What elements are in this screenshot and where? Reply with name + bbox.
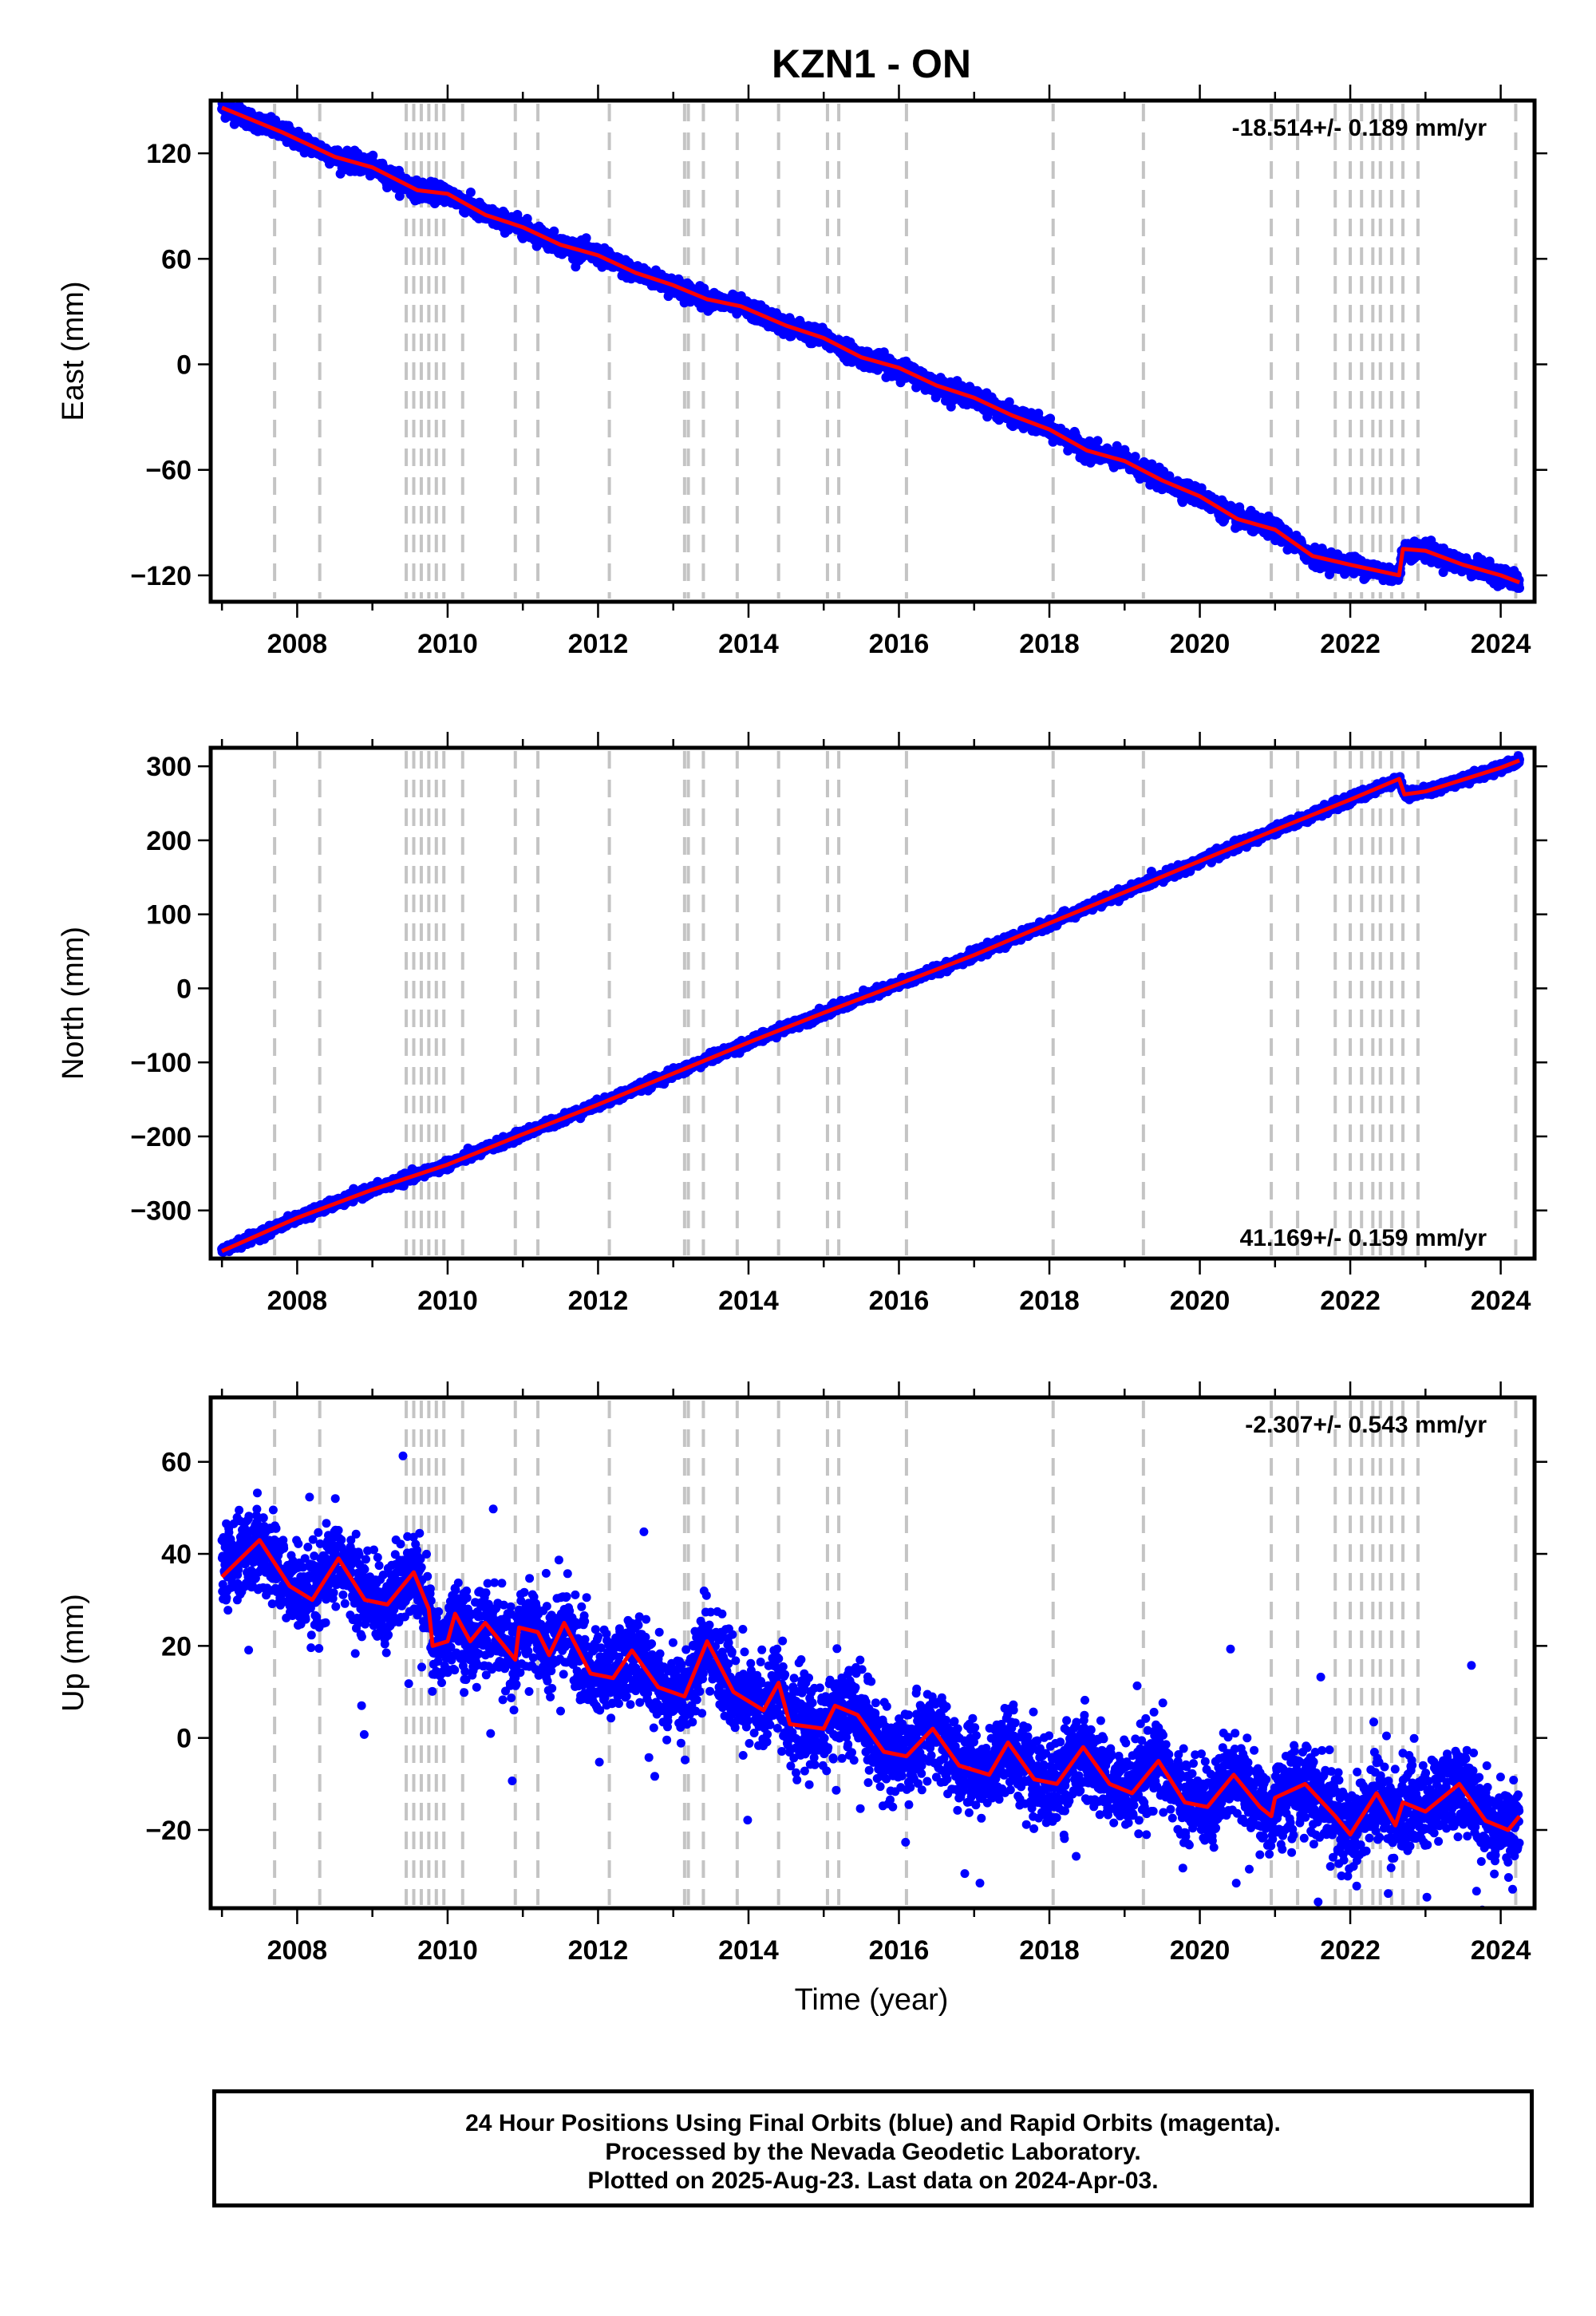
chart-title: KZN1 - ON xyxy=(772,41,971,86)
east-x-tick-label: 2022 xyxy=(1320,629,1381,659)
panel-east: 120 60 0 −60 −120 2008 2010 2012 2014 2016 2018 202… xyxy=(57,85,1547,659)
east-data-point xyxy=(1130,452,1140,462)
east-x-tick-label: 2008 xyxy=(267,629,328,659)
east-y-tick-label: 0 xyxy=(176,350,192,381)
north-points xyxy=(217,751,1524,1257)
east-x-tick-label: 2018 xyxy=(1019,629,1080,659)
east-x-tick-label: 2016 xyxy=(869,629,930,659)
east-x-tick-label: 2020 xyxy=(1170,629,1231,659)
east-y-tick-label: −60 xyxy=(145,456,192,486)
east-x-tick-label: 2024 xyxy=(1471,629,1531,659)
east-rate-label: -18.514+/- 0.189 mm/yr xyxy=(1232,115,1487,141)
east-x-tick-label: 2014 xyxy=(718,629,779,659)
x-axis-label: Time (year) xyxy=(795,1983,949,2017)
east-x-tick-label: 2012 xyxy=(568,629,629,659)
east-y-tick-label: −120 xyxy=(130,561,192,591)
east-y-tick-label: 60 xyxy=(161,244,192,275)
east-data-point xyxy=(581,233,591,243)
east-model-line xyxy=(221,105,1520,585)
east-y-tick-label: 120 xyxy=(146,139,192,169)
east-y-axis-label: East (mm) xyxy=(57,281,90,421)
east-plot-frame xyxy=(208,98,1537,604)
east-data-point xyxy=(1045,413,1056,424)
east-data-point xyxy=(368,150,378,160)
east-data-point xyxy=(465,188,476,197)
east-data-point xyxy=(1515,583,1524,593)
east-data-point xyxy=(1004,397,1014,407)
east-data-point xyxy=(1092,436,1103,446)
east-data-point xyxy=(394,191,405,201)
east-data-point xyxy=(549,226,559,236)
east-x-tick-label: 2010 xyxy=(417,629,478,659)
